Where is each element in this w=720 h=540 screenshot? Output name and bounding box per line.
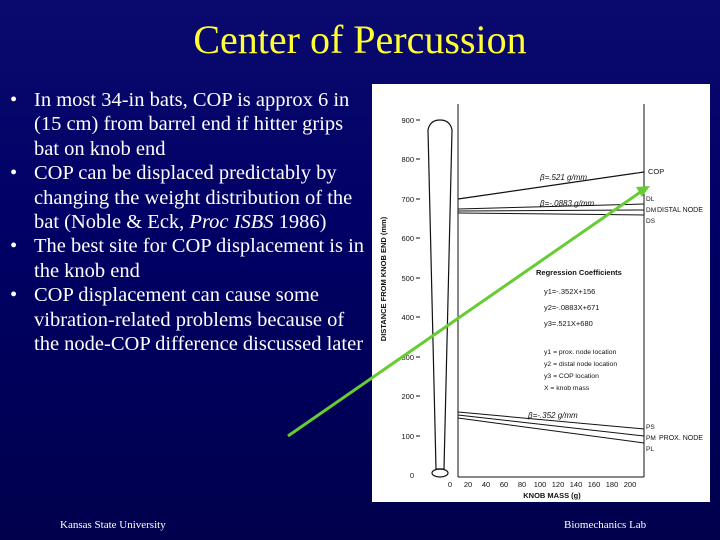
cop-slope-label: β=.521 g/mm bbox=[539, 173, 587, 182]
bullet-icon: • bbox=[10, 284, 18, 307]
x-tick-label: 200 bbox=[624, 480, 637, 489]
regression-legend-item: y2 = distal node location bbox=[544, 361, 617, 368]
regression-legend-item: y1 = prox. node location bbox=[544, 349, 617, 356]
distal-sub-label: DL bbox=[646, 196, 655, 203]
footer-left-text: Kansas State University bbox=[60, 519, 166, 531]
x-tick-label: 120 bbox=[552, 480, 565, 489]
figure-xlabel: KNOB MASS (g) bbox=[523, 491, 581, 500]
regression-equation: y1=-.352X+156 bbox=[544, 287, 595, 296]
prox-sub-label: PM bbox=[646, 435, 656, 442]
bullet-text: COP displacement can cause some vibratio… bbox=[34, 284, 364, 356]
x-tick-label: 40 bbox=[482, 480, 490, 489]
x-tick-label: 140 bbox=[570, 480, 583, 489]
y-tick-label: 700 bbox=[401, 195, 414, 204]
bullet-item: • The best site for COP displacement is … bbox=[10, 234, 370, 283]
y-tick-label: 600 bbox=[401, 234, 414, 243]
bullet-item: • In most 34-in bats, COP is approx 6 in… bbox=[10, 88, 370, 161]
regression-equation: y2=-.0883X+671 bbox=[544, 303, 599, 312]
x-tick-label: 20 bbox=[464, 480, 472, 489]
prox-node-label: PROX. NODE bbox=[659, 435, 703, 442]
distal-sub-label: DM bbox=[646, 207, 656, 214]
x-tick-label: 80 bbox=[518, 480, 526, 489]
regression-title: Regression Coefficients bbox=[536, 268, 622, 277]
bullet-text: 1986) bbox=[273, 211, 327, 234]
y-tick-label: 0 bbox=[410, 471, 414, 480]
bullet-text: The best site for COP displacement is in… bbox=[34, 235, 365, 282]
y-tick-label: 900 bbox=[401, 116, 414, 125]
cop-line-label: COP bbox=[648, 167, 664, 176]
bullet-icon: • bbox=[10, 89, 18, 111]
x-tick-label: 60 bbox=[500, 480, 508, 489]
x-tick-label: 180 bbox=[606, 480, 619, 489]
y-tick-label: 200 bbox=[401, 392, 414, 401]
bullet-list: • In most 34-in bats, COP is approx 6 in… bbox=[10, 88, 370, 356]
bullet-item: • COP can be displaced predictably by ch… bbox=[10, 161, 370, 234]
bat-illustration bbox=[427, 119, 453, 478]
bullet-italic-text: Proc ISBS bbox=[189, 211, 274, 234]
prox-sub-label: PL bbox=[646, 446, 654, 453]
slide-title: Center of Percussion bbox=[193, 17, 527, 62]
footer-right-text: Biomechanics Lab bbox=[564, 519, 647, 531]
y-tick-label: 300 bbox=[401, 353, 414, 362]
figure-ylabel: DISTANCE FROM KNOB END (mm) bbox=[379, 216, 388, 341]
regression-equation: y3=.521X+680 bbox=[544, 319, 593, 328]
prox-sub-label: PS bbox=[646, 424, 655, 431]
y-tick-label: 400 bbox=[401, 313, 414, 322]
y-tick-label: 800 bbox=[401, 155, 414, 164]
prox-slope-label: β=-.352 g/mm bbox=[527, 411, 578, 420]
distal-node-label: DISTAL NODE bbox=[657, 207, 703, 214]
x-tick-label: 100 bbox=[534, 480, 547, 489]
bullet-icon: • bbox=[10, 162, 18, 185]
x-tick-label: 160 bbox=[588, 480, 601, 489]
bullet-text: COP can be displaced predictably by chan… bbox=[34, 162, 353, 234]
y-tick-label: 500 bbox=[401, 274, 414, 283]
regression-legend-item: y3 = COP location bbox=[544, 373, 599, 380]
bullet-text: In most 34-in bats, COP is approx 6 in (… bbox=[34, 89, 350, 160]
x-tick-label: 0 bbox=[448, 480, 452, 489]
scanned-figure: DISTANCE FROM KNOB END (mm) 900 800 700 … bbox=[372, 84, 710, 502]
regression-legend-item: X = knob mass bbox=[544, 385, 590, 392]
bullet-icon: • bbox=[10, 235, 18, 258]
distal-sub-label: DS bbox=[646, 218, 656, 225]
bullet-item: • COP displacement can cause some vibrat… bbox=[10, 283, 370, 356]
distal-slope-label: β=-.0883 g/mm bbox=[539, 199, 594, 208]
y-tick-label: 100 bbox=[401, 432, 414, 441]
